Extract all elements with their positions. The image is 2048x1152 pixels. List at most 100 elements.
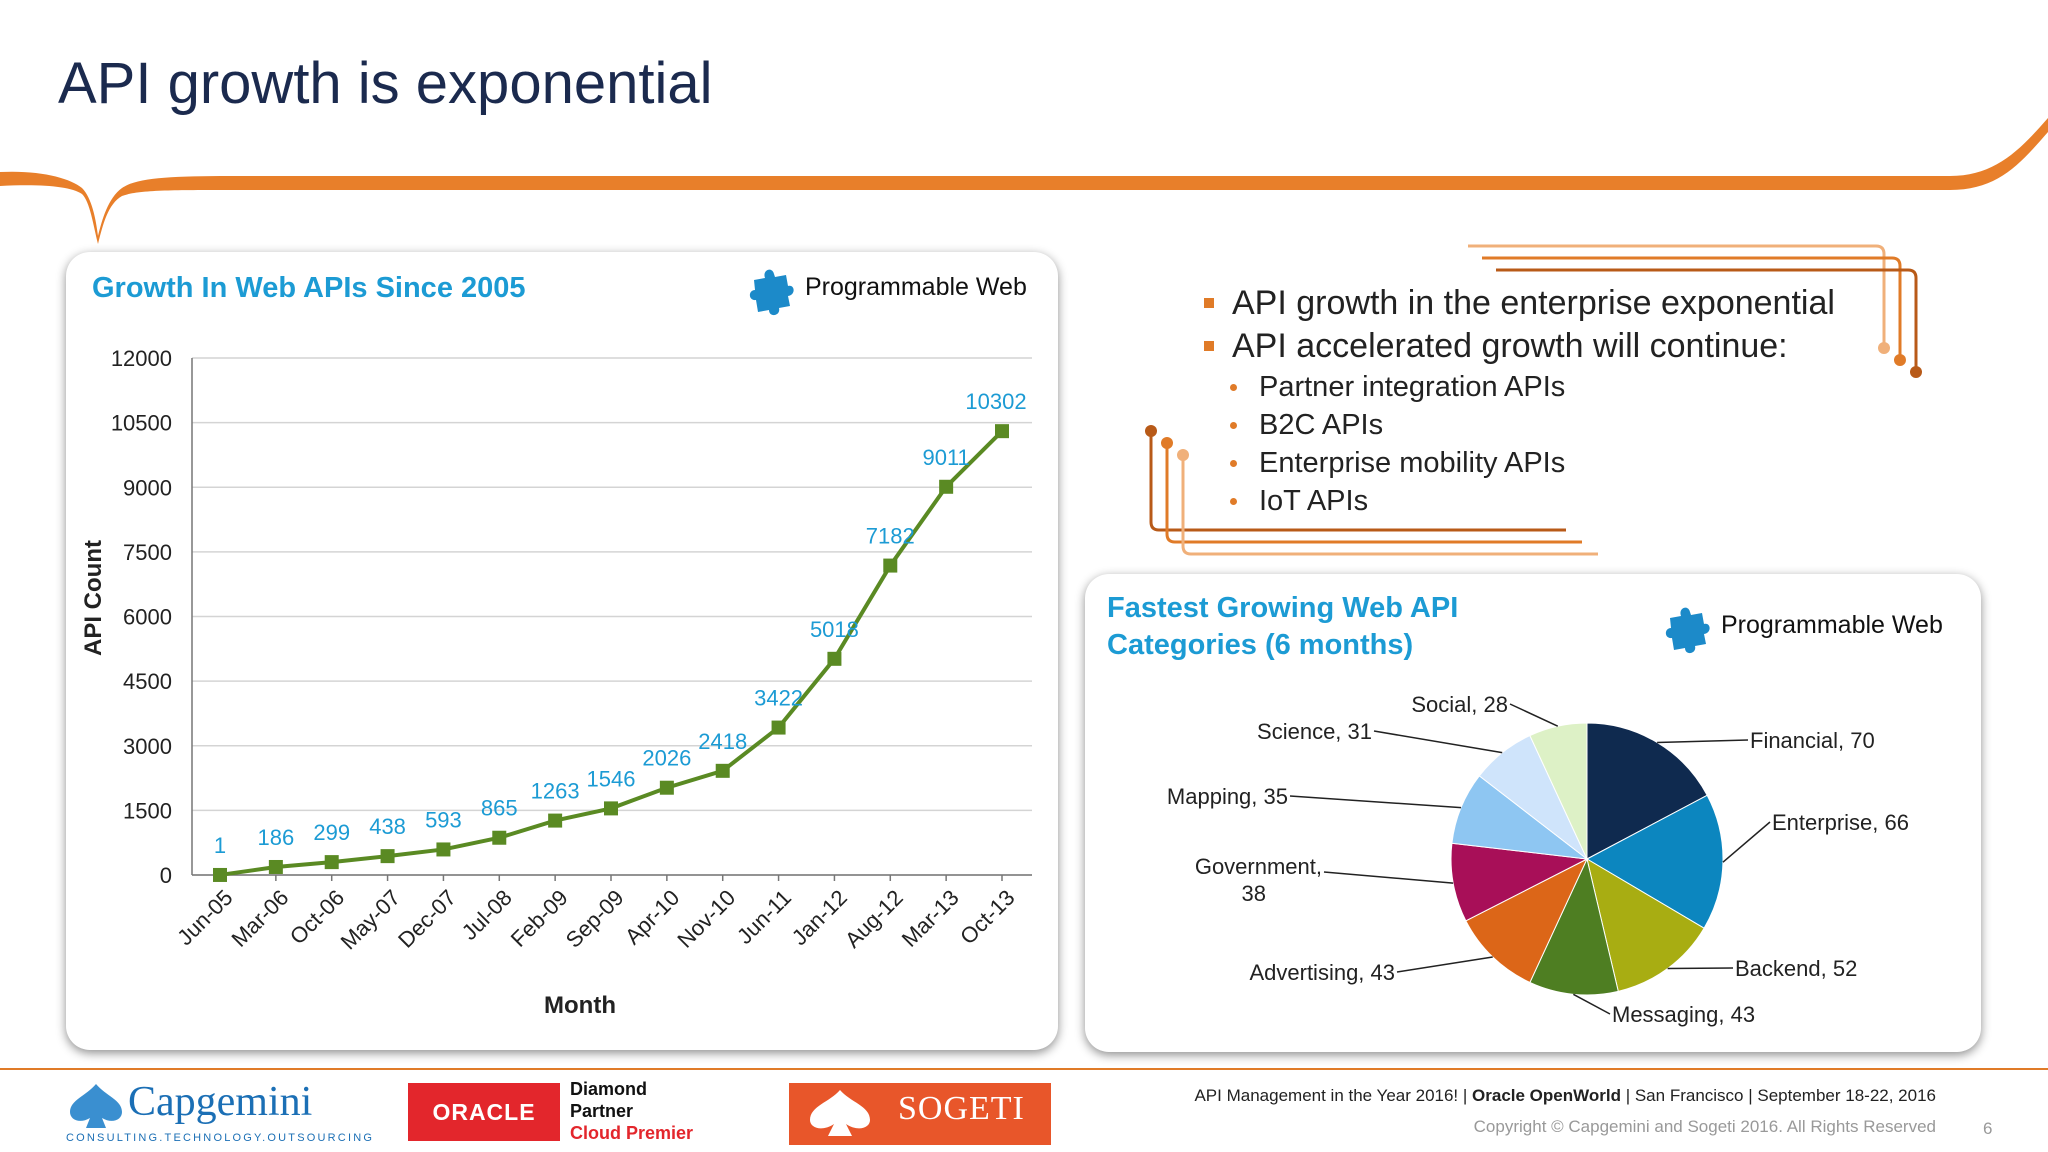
- data-label: 5018: [810, 617, 859, 642]
- pie-label: Social, 28: [1411, 692, 1508, 717]
- pie-label: Financial, 70: [1750, 728, 1875, 753]
- sub-bullet-item: Partner integration APIs: [1200, 368, 1900, 406]
- pie-label: Mapping, 35: [1167, 784, 1288, 809]
- x-tick-label: Oct-13: [955, 885, 1019, 949]
- y-tick-label: 9000: [123, 475, 172, 500]
- bullet-list: API growth in the enterprise exponential…: [1200, 282, 1900, 520]
- sub-bullet-text: Partner integration APIs: [1259, 371, 1566, 403]
- pie-leader-line: [1396, 956, 1493, 973]
- x-tick-label: Mar-13: [897, 885, 964, 952]
- data-label: 1263: [531, 779, 580, 804]
- bullet-item: API growth in the enterprise exponential: [1200, 282, 1900, 325]
- data-label: 7182: [866, 524, 915, 549]
- data-point: [771, 720, 786, 735]
- footer-event-text: API Management in the Year 2016! | Oracl…: [1194, 1086, 1936, 1105]
- y-tick-label: 7500: [123, 540, 172, 565]
- y-tick-label: 10500: [111, 411, 172, 436]
- sub-bullet-item: IoT APIs: [1200, 482, 1900, 520]
- x-tick-label: May-07: [336, 885, 406, 955]
- sub-bullet-item: Enterprise mobility APIs: [1200, 444, 1900, 482]
- data-label: 593: [425, 807, 462, 832]
- pie-leader-line: [1667, 967, 1734, 970]
- data-point: [883, 558, 898, 573]
- data-point: [436, 842, 451, 857]
- y-tick-label: 4500: [123, 669, 172, 694]
- data-point: [827, 651, 842, 666]
- bullet-text: API growth in the enterprise exponential: [1232, 284, 1835, 322]
- pie-slice: [1450, 842, 1589, 922]
- sub-bullet-text: B2C APIs: [1259, 409, 1384, 441]
- pie-slice: [1529, 722, 1588, 860]
- pie-label: Advertising, 43: [1249, 960, 1395, 985]
- y-tick-label: 6000: [123, 605, 172, 630]
- pie-leader-line: [1572, 993, 1611, 1015]
- x-tick-label: Apr-10: [620, 885, 684, 949]
- capgemini-logo-text: Capgemini: [128, 1079, 313, 1125]
- y-tick-label: 0: [160, 863, 172, 888]
- data-label: 299: [313, 820, 350, 845]
- y-tick-label: 1500: [123, 798, 172, 823]
- data-label: 10302: [965, 389, 1026, 414]
- data-point: [939, 479, 954, 494]
- data-point: [213, 867, 227, 882]
- pie-leader-line: [1509, 703, 1559, 727]
- x-tick-label: Sep-09: [561, 885, 629, 953]
- x-tick-label: Jan-12: [787, 885, 852, 950]
- data-label: 1546: [587, 766, 636, 791]
- oracle-logo: ORACLE: [408, 1083, 560, 1141]
- x-tick-label: Mar-06: [226, 885, 293, 952]
- data-point: [324, 855, 339, 870]
- x-tick-label: Jun-05: [172, 885, 237, 950]
- data-point: [715, 763, 730, 778]
- footer-copyright: Copyright © Capgemini and Sogeti 2016. A…: [1473, 1117, 1936, 1136]
- page-number: 6: [1983, 1119, 1993, 1138]
- pie-leader-line: [1373, 730, 1503, 754]
- growth-chart-title: Growth In Web APIs Since 2005: [92, 272, 526, 304]
- pie-label: Government, 38: [1195, 854, 1322, 906]
- circuit-lines-top: [1468, 244, 1918, 370]
- growth-chart-source: Programmable Web: [805, 273, 1027, 301]
- pie-leader-line: [1289, 795, 1462, 809]
- x-tick-label: Feb-09: [506, 885, 573, 952]
- data-point: [492, 830, 507, 845]
- bullet-item: API accelerated growth will continue:: [1200, 325, 1900, 368]
- y-tick-label: 12000: [111, 346, 172, 371]
- data-label: 9011: [922, 445, 969, 470]
- x-axis-title: Month: [544, 992, 616, 1019]
- categories-chart-source: Programmable Web: [1721, 611, 1943, 639]
- growth-chart-panel: [66, 252, 1058, 1050]
- x-tick-label: Nov-10: [672, 885, 740, 953]
- sogeti-logo-text: SOGETI: [898, 1090, 1025, 1127]
- puzzle-piece-icon: [749, 269, 794, 316]
- pie-label: Messaging, 43: [1612, 1002, 1755, 1027]
- x-tick-label: Jun-11: [732, 885, 796, 949]
- slide-title: API growth is exponential: [58, 51, 713, 116]
- bullet-text: API accelerated growth will continue:: [1232, 327, 1788, 365]
- sub-bullet-item: B2C APIs: [1200, 406, 1900, 444]
- categories-chart-title-line1: Fastest Growing Web API: [1107, 592, 1459, 624]
- data-label: 2026: [642, 746, 691, 771]
- categories-chart-title-line2: Categories (6 months): [1107, 629, 1414, 661]
- orange-header-swoosh: [0, 118, 2048, 244]
- data-point: [268, 859, 283, 874]
- pie-leader-line: [1722, 821, 1771, 863]
- data-label: 438: [369, 814, 406, 839]
- pie-leader-line: [1323, 871, 1454, 884]
- data-point: [995, 424, 1009, 439]
- pie-label: Enterprise, 66: [1772, 810, 1909, 835]
- x-tick-label: Dec-07: [393, 885, 461, 953]
- pie-slice: [1465, 857, 1589, 984]
- capgemini-tagline: CONSULTING.TECHNOLOGY.OUTSOURCING: [66, 1132, 375, 1144]
- x-tick-label: Aug-12: [840, 885, 908, 953]
- sub-bullet-text: Enterprise mobility APIs: [1259, 447, 1566, 479]
- puzzle-piece-icon: [1665, 607, 1710, 654]
- pie-label: Backend, 52: [1735, 956, 1857, 981]
- data-label: 186: [257, 825, 294, 850]
- data-point: [659, 780, 674, 795]
- capgemini-spades-logo-icon: [70, 1084, 122, 1128]
- data-label: 865: [481, 796, 518, 821]
- sub-bullet-text: IoT APIs: [1259, 485, 1369, 517]
- data-label: 2418: [698, 729, 747, 754]
